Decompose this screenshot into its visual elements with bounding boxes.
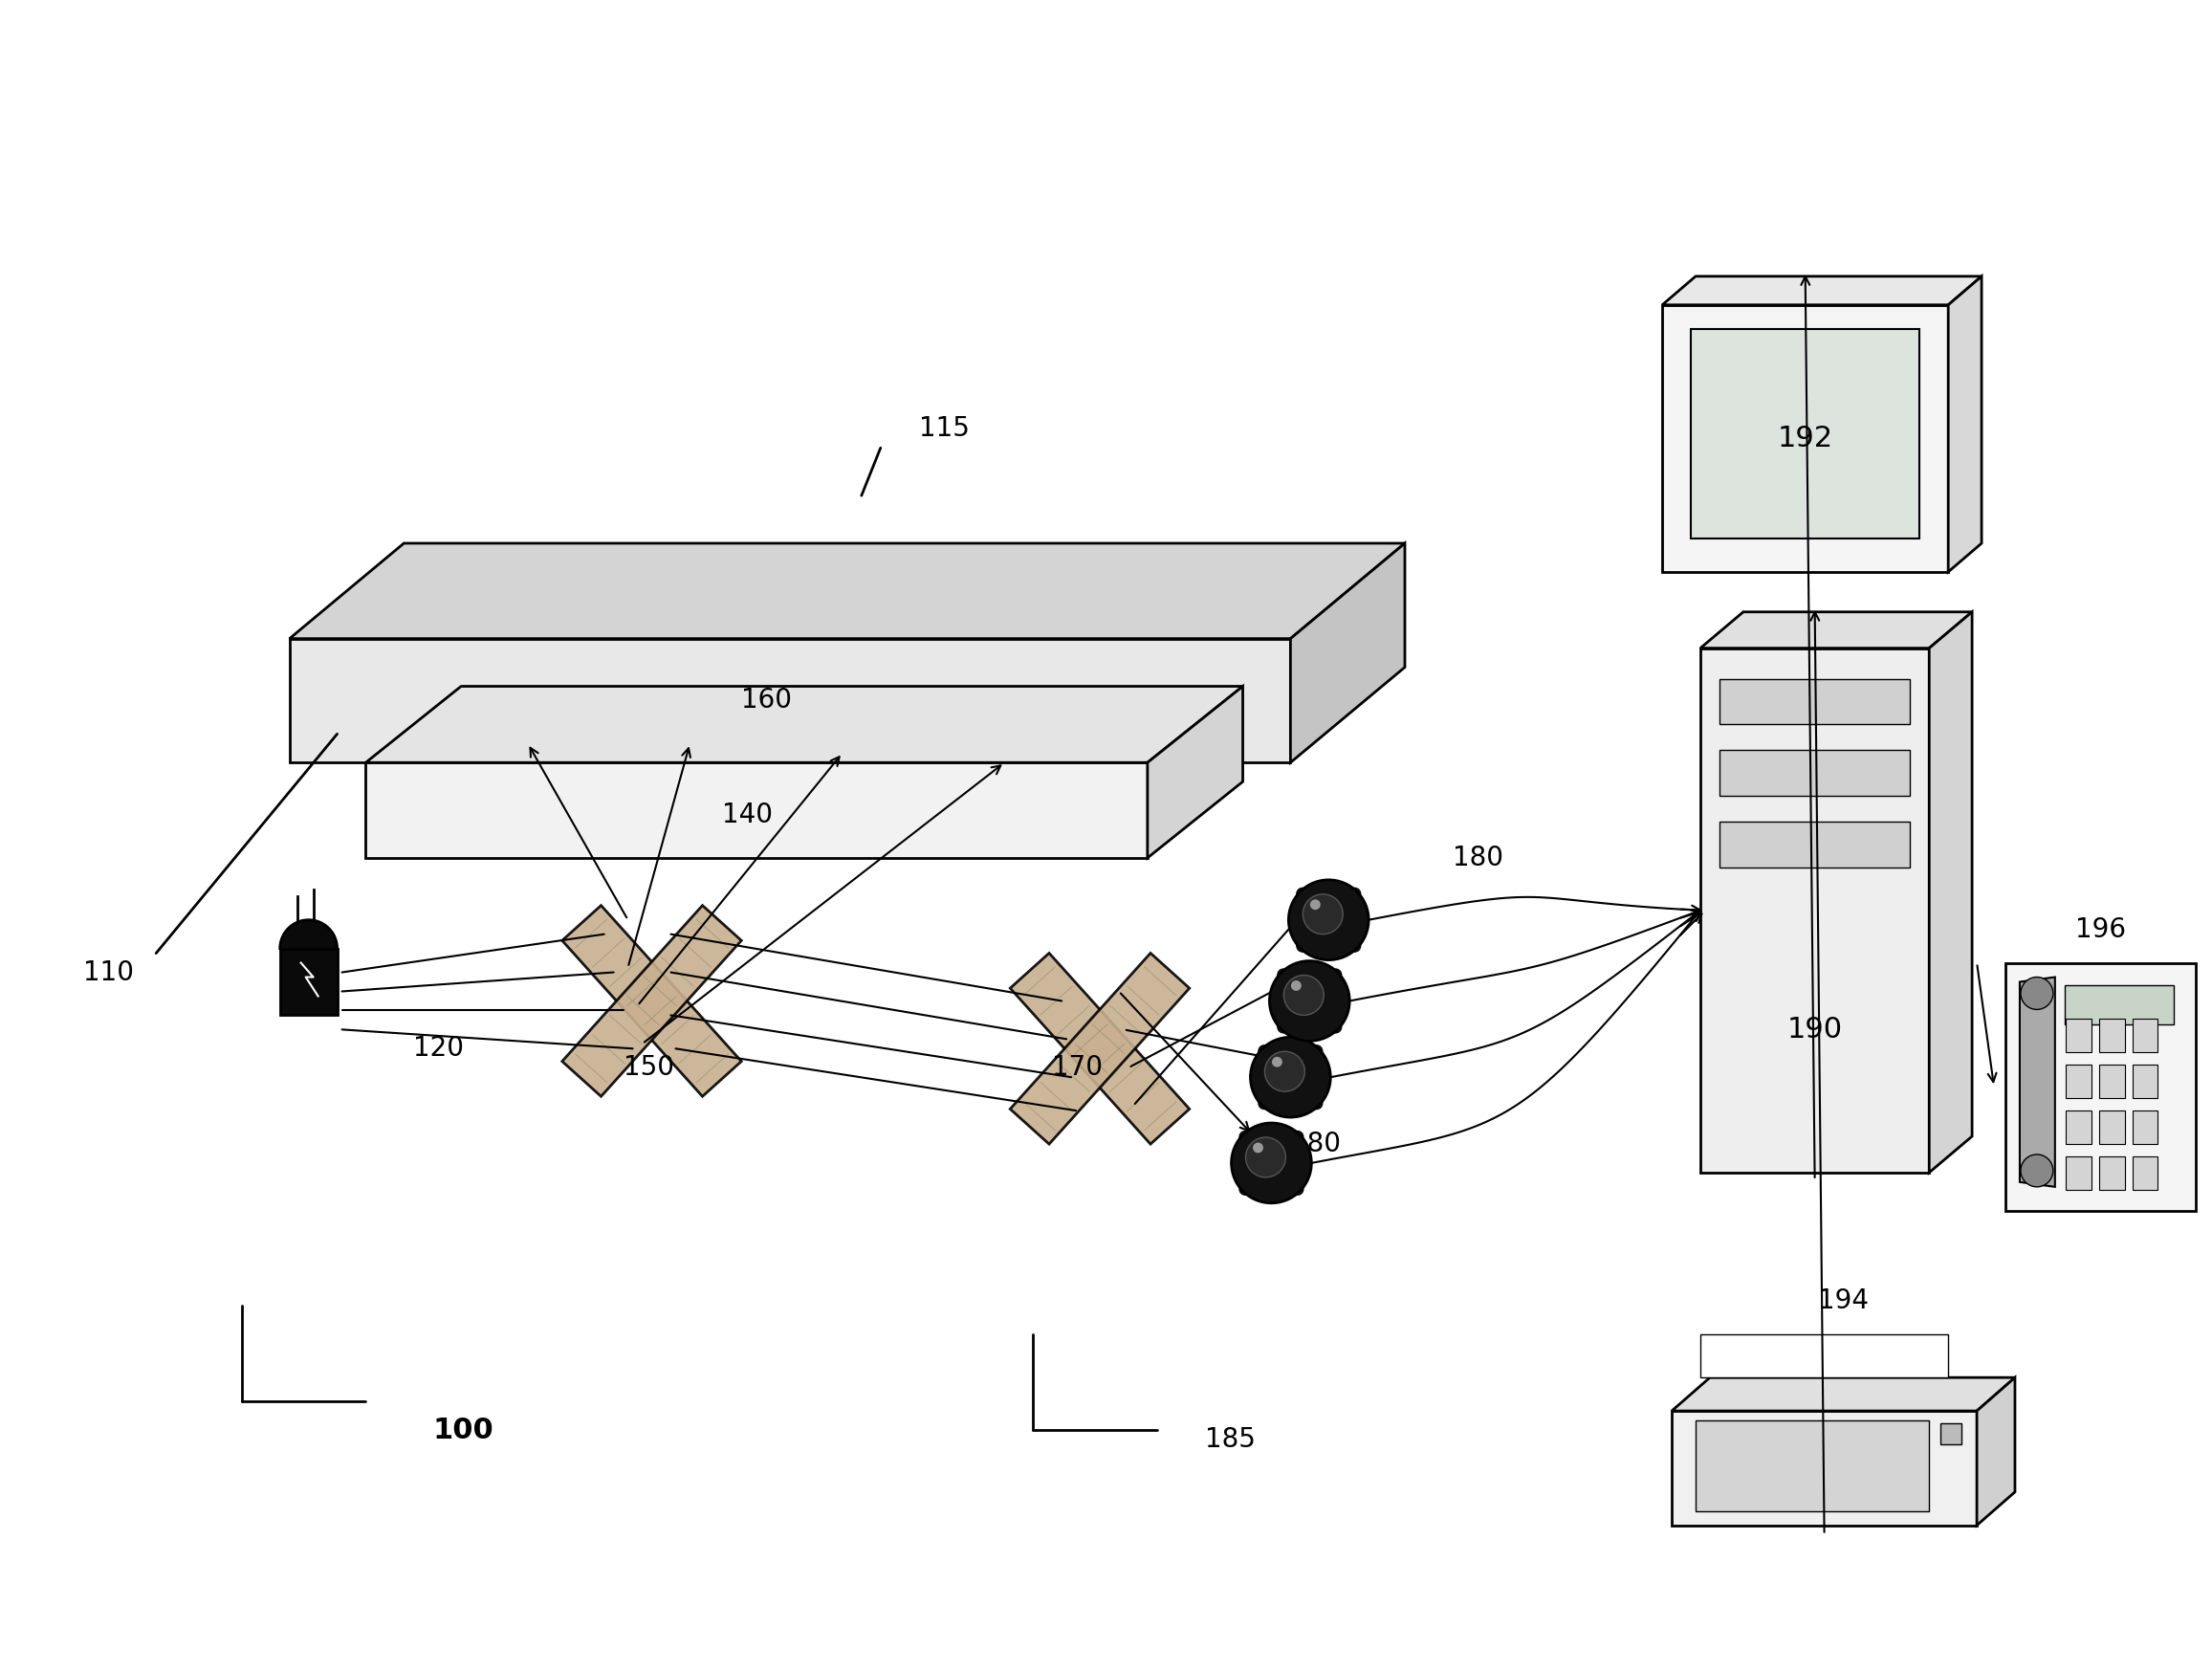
- Text: 192: 192: [1778, 424, 1834, 453]
- Text: 115: 115: [918, 416, 969, 443]
- Circle shape: [1283, 976, 1323, 1016]
- Polygon shape: [1701, 612, 1973, 648]
- Text: 170: 170: [1053, 1054, 1104, 1081]
- Text: 196: 196: [2075, 916, 2126, 942]
- Polygon shape: [562, 906, 741, 1096]
- Circle shape: [1239, 1131, 1252, 1143]
- Text: 185: 185: [1206, 1425, 1254, 1452]
- Bar: [2066, 1064, 2090, 1098]
- Polygon shape: [281, 949, 336, 1016]
- Circle shape: [2022, 1155, 2053, 1186]
- Polygon shape: [1719, 822, 1911, 867]
- Polygon shape: [2020, 978, 2055, 1186]
- Polygon shape: [1701, 1335, 1949, 1377]
- Circle shape: [1292, 981, 1301, 991]
- Circle shape: [1252, 1143, 1263, 1153]
- Circle shape: [1292, 1131, 1303, 1143]
- Bar: [1940, 1424, 1962, 1444]
- Polygon shape: [1011, 952, 1190, 1145]
- Text: 100: 100: [434, 1415, 493, 1444]
- Polygon shape: [1148, 687, 1243, 857]
- Text: 180: 180: [1290, 1131, 1340, 1158]
- Polygon shape: [1697, 1420, 1929, 1511]
- Circle shape: [1292, 1183, 1303, 1195]
- Bar: [2066, 1156, 2090, 1190]
- Polygon shape: [1949, 276, 1982, 571]
- Circle shape: [1259, 1044, 1270, 1058]
- Text: 190: 190: [1787, 1016, 1843, 1043]
- Circle shape: [1232, 1123, 1312, 1203]
- Polygon shape: [290, 638, 1290, 762]
- Polygon shape: [365, 762, 1148, 857]
- Circle shape: [1265, 1051, 1305, 1091]
- Circle shape: [1259, 1098, 1270, 1110]
- Bar: [2099, 1064, 2124, 1098]
- Polygon shape: [1701, 648, 1929, 1173]
- Polygon shape: [365, 687, 1243, 762]
- Bar: [2066, 1111, 2090, 1145]
- Polygon shape: [1672, 1377, 2015, 1410]
- Circle shape: [1329, 1021, 1343, 1033]
- Polygon shape: [1690, 329, 1920, 538]
- Polygon shape: [1011, 952, 1190, 1145]
- Circle shape: [1279, 1021, 1290, 1033]
- Polygon shape: [1661, 276, 1982, 304]
- Polygon shape: [1719, 750, 1911, 795]
- Polygon shape: [1929, 612, 1973, 1173]
- Circle shape: [1296, 939, 1310, 952]
- Polygon shape: [281, 921, 336, 949]
- Circle shape: [1245, 1138, 1285, 1178]
- Circle shape: [1303, 894, 1343, 934]
- Circle shape: [1239, 1183, 1252, 1195]
- Polygon shape: [1719, 678, 1911, 725]
- Text: 120: 120: [414, 1036, 465, 1063]
- Polygon shape: [1661, 304, 1949, 571]
- Polygon shape: [562, 906, 741, 1096]
- Circle shape: [1272, 1056, 1283, 1068]
- Bar: [2099, 1019, 2124, 1053]
- Text: 180: 180: [1453, 844, 1504, 871]
- Circle shape: [1349, 939, 1360, 952]
- Circle shape: [1310, 1044, 1323, 1058]
- Text: 110: 110: [84, 959, 133, 986]
- Bar: [2099, 1111, 2124, 1145]
- Bar: [2132, 1156, 2159, 1190]
- Polygon shape: [1978, 1377, 2015, 1526]
- Circle shape: [1310, 899, 1321, 909]
- Circle shape: [1250, 1038, 1329, 1118]
- Bar: [2064, 984, 2174, 1024]
- Bar: [2132, 1064, 2159, 1098]
- Text: 194: 194: [1818, 1288, 1869, 1315]
- Bar: [2099, 1156, 2124, 1190]
- Text: 140: 140: [721, 802, 772, 829]
- Circle shape: [1296, 887, 1310, 901]
- Text: 150: 150: [624, 1054, 675, 1081]
- Circle shape: [1349, 887, 1360, 901]
- Text: 160: 160: [741, 687, 792, 714]
- Bar: [2066, 1019, 2090, 1053]
- Circle shape: [1329, 969, 1343, 981]
- Polygon shape: [1672, 1410, 1978, 1526]
- Circle shape: [2022, 978, 2053, 1009]
- Circle shape: [1279, 969, 1290, 981]
- Circle shape: [1310, 1098, 1323, 1110]
- Circle shape: [1270, 961, 1349, 1041]
- Circle shape: [1290, 881, 1369, 959]
- Polygon shape: [290, 543, 1405, 638]
- Bar: [2132, 1019, 2159, 1053]
- Bar: [2132, 1111, 2159, 1145]
- Polygon shape: [2006, 962, 2197, 1211]
- Polygon shape: [1290, 543, 1405, 762]
